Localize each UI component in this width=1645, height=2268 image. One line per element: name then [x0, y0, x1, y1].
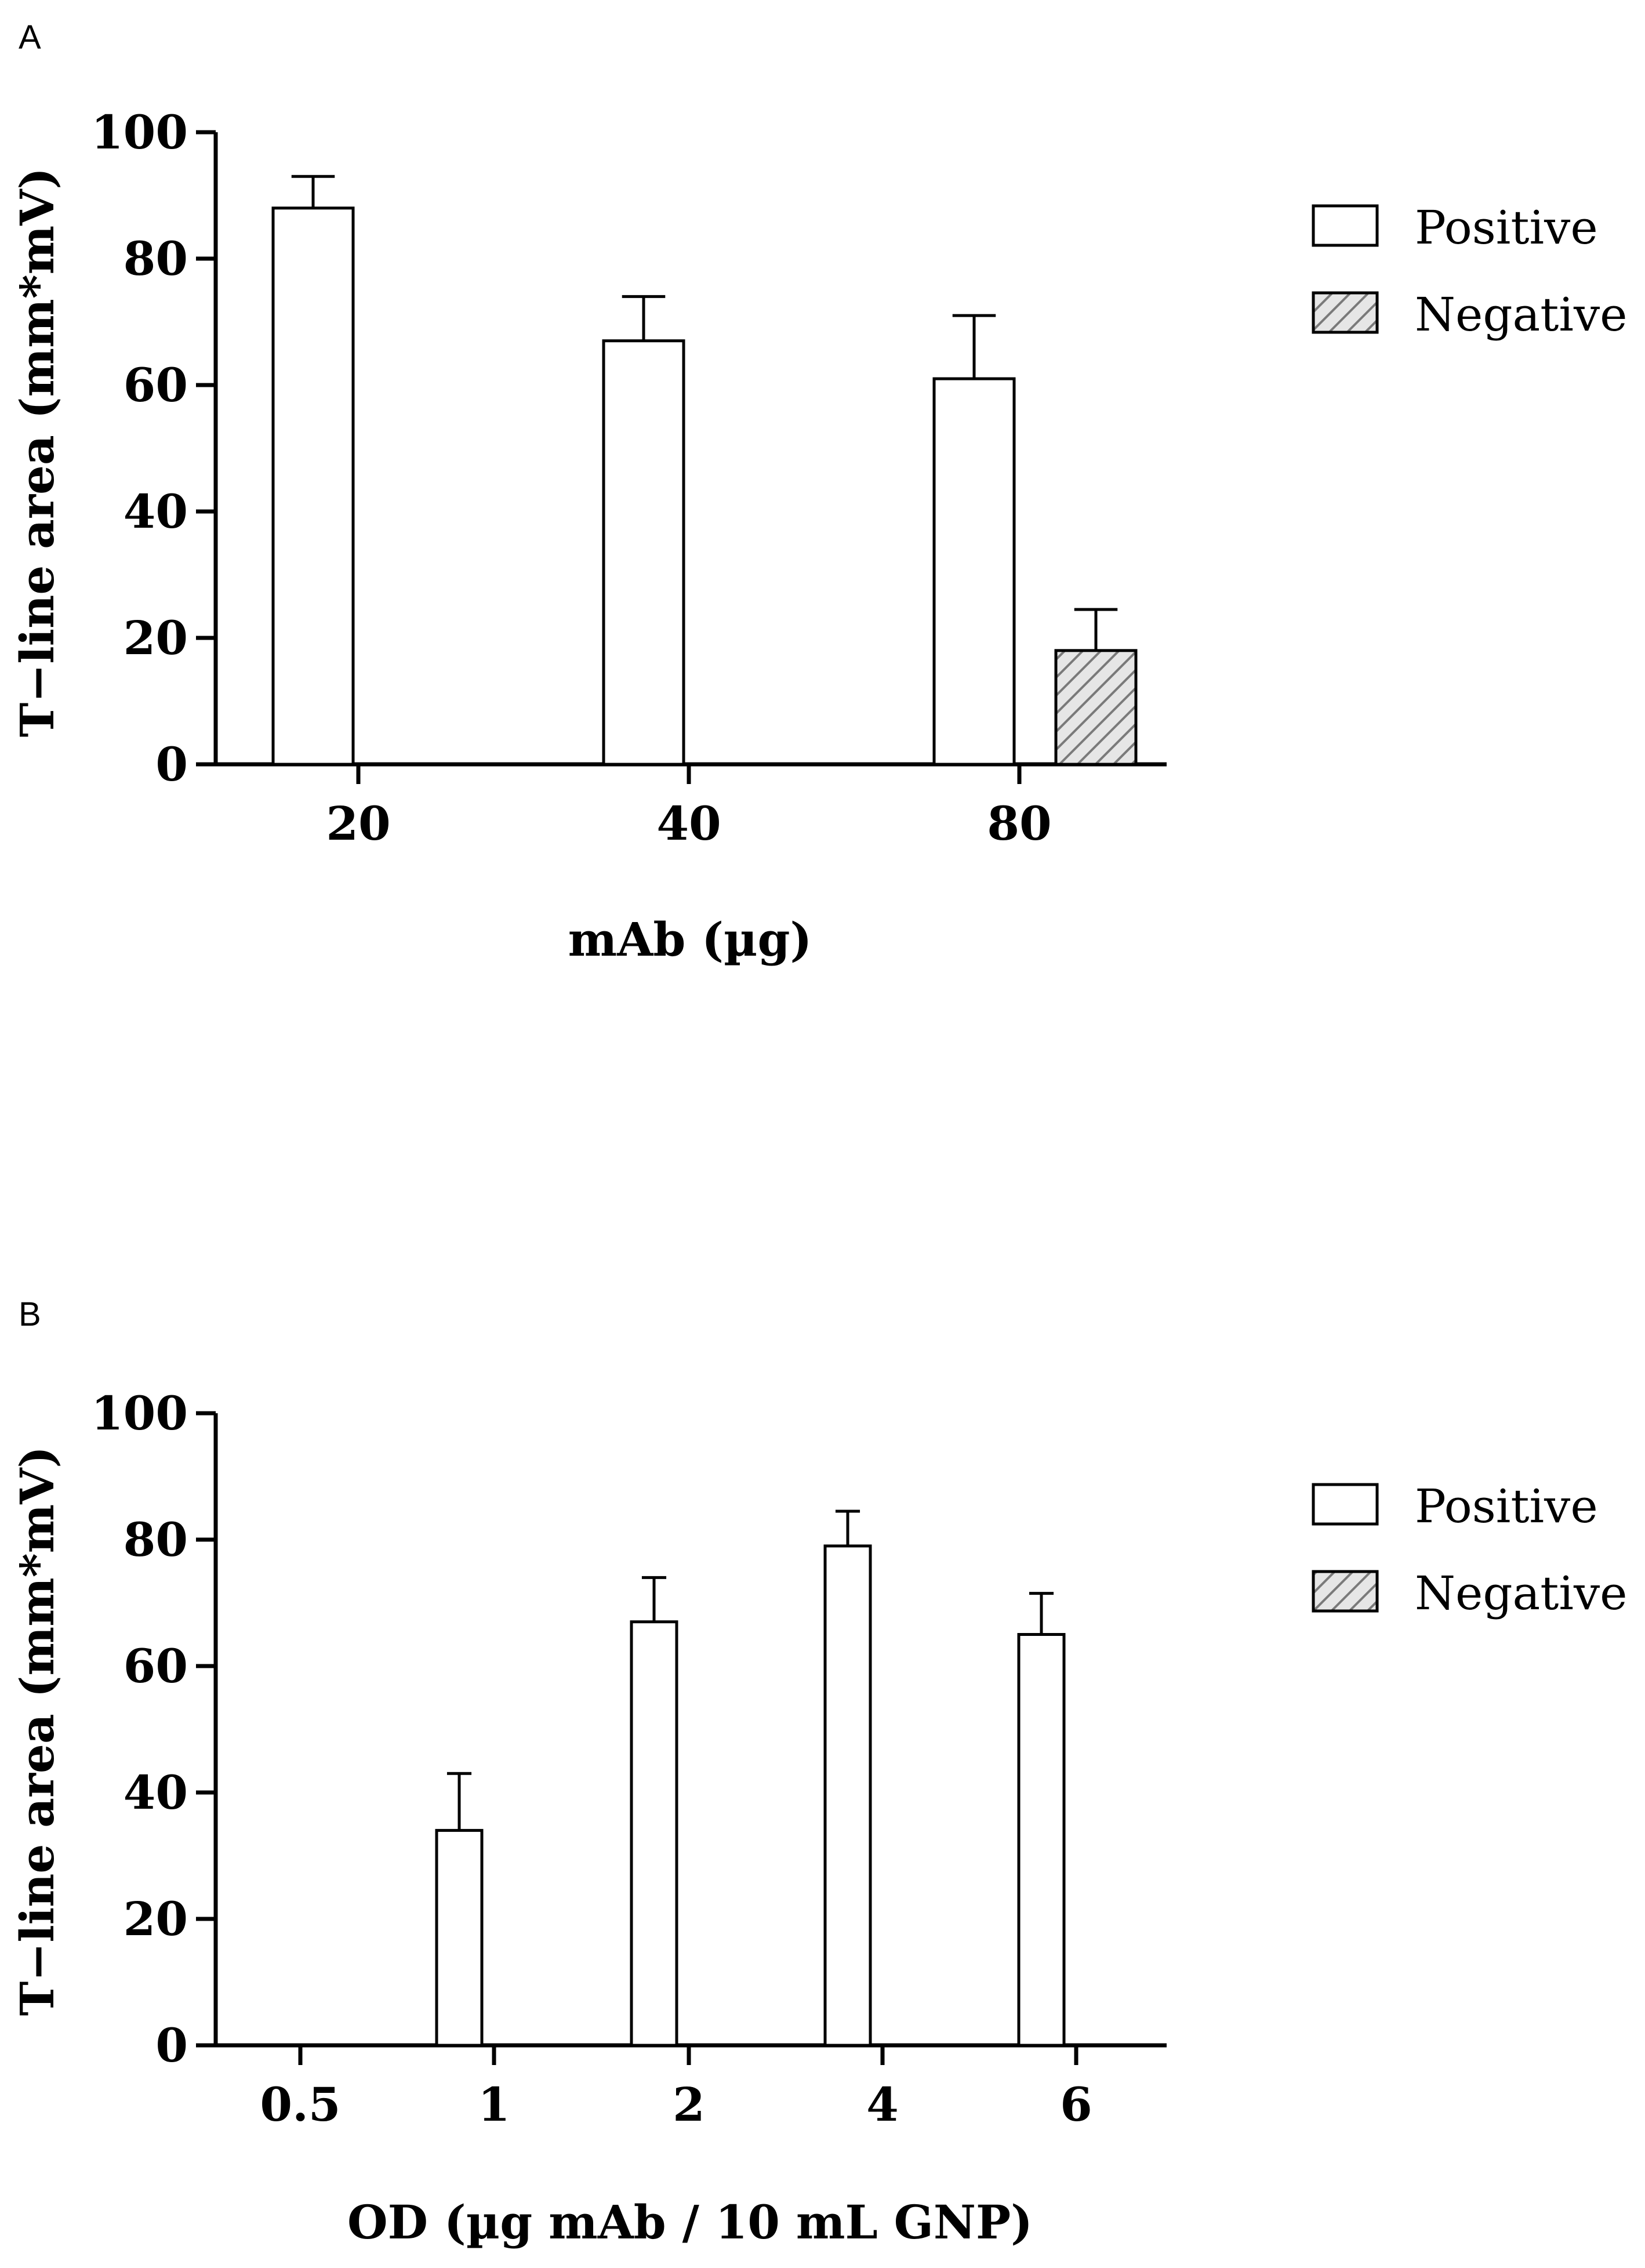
panel-a-plot: 0 20 40 60 80 100 20 40 80: [91, 105, 1167, 851]
panel-b: B T−line area (mm*mV) OD (µg mAb / 10 mL…: [10, 1296, 1628, 2249]
panel-b-plot: 0 20 40 60 80 100 0.5 1 2 4 6: [91, 1386, 1167, 2132]
panel-a-bar-positive: [271, 206, 355, 766]
panel-b-ytick-label: 20: [124, 1892, 188, 1946]
panel-a-xlabel: mAb (µg): [568, 912, 812, 967]
panel-a-ytick-label: 20: [124, 611, 188, 665]
panel-a-bar-positive: [602, 339, 685, 766]
panel-a: A T−line area (mm*mV) mAb (µg) 0 20 40 60 80…: [10, 19, 1628, 967]
legend-a-positive-swatch: [1312, 204, 1379, 247]
panel-a-ylabel: T−line area (mm*mV): [10, 168, 64, 737]
legend-b-positive-label: Positive: [1415, 1479, 1598, 1533]
panel-a-xtick-label: 20: [326, 796, 390, 851]
panel-b-ytick-label: 0: [155, 2018, 188, 2073]
panel-b-xlabel: OD (µg mAb / 10 mL GNP): [347, 2195, 1033, 2249]
panel-b-bar-positive: [630, 1620, 678, 2047]
panel-b-xtick-label: 6: [1060, 2077, 1092, 2132]
panel-a-xtick-label: 80: [987, 796, 1051, 851]
legend-b-negative-label: Negative: [1415, 1566, 1628, 1620]
panel-b-xtick-label: 4: [866, 2077, 899, 2132]
panel-b-xtick-label: 0.5: [260, 2077, 340, 2132]
panel-a-xtick-label: 40: [656, 796, 721, 851]
panel-a-ytick-label: 60: [124, 358, 188, 412]
panel-a-legend: Positive Negative: [1312, 201, 1628, 342]
panel-b-xtick-label: 2: [673, 2077, 705, 2132]
panel-b-legend: Positive Negative: [1312, 1479, 1628, 1620]
panel-b-ytick-label: 60: [124, 1639, 188, 1693]
panel-a-ytick-label: 0: [155, 737, 188, 792]
panel-a-bar-positive: [932, 377, 1016, 766]
legend-a-negative-label: Negative: [1415, 288, 1628, 342]
panel-b-xtick-label: 1: [478, 2077, 510, 2132]
panel-b-ytick-label: 40: [124, 1765, 188, 1820]
legend-b-negative-swatch: [1312, 1570, 1379, 1613]
panel-b-bar-positive: [435, 1828, 484, 2047]
legend-a-positive-label: Positive: [1415, 201, 1598, 255]
panel-b-label: B: [19, 1296, 41, 1333]
panel-b-ytick-label: 80: [124, 1512, 188, 1567]
panel-a-ytick-label: 40: [124, 484, 188, 539]
panel-b-bar-positive: [1017, 1633, 1066, 2047]
legend-a-negative-swatch: [1312, 291, 1379, 334]
legend-b-positive-swatch: [1312, 1483, 1379, 1526]
panel-b-ytick-label: 100: [91, 1386, 188, 1440]
panel-a-bar-negative: [1054, 649, 1138, 766]
panel-a-label: A: [19, 19, 41, 56]
panel-a-ytick-label: 100: [91, 105, 188, 159]
panel-b-bar-positive: [823, 1544, 872, 2047]
panel-a-ytick-label: 80: [124, 231, 188, 286]
panel-b-ylabel: T−line area (mm*mV): [10, 1446, 64, 2016]
